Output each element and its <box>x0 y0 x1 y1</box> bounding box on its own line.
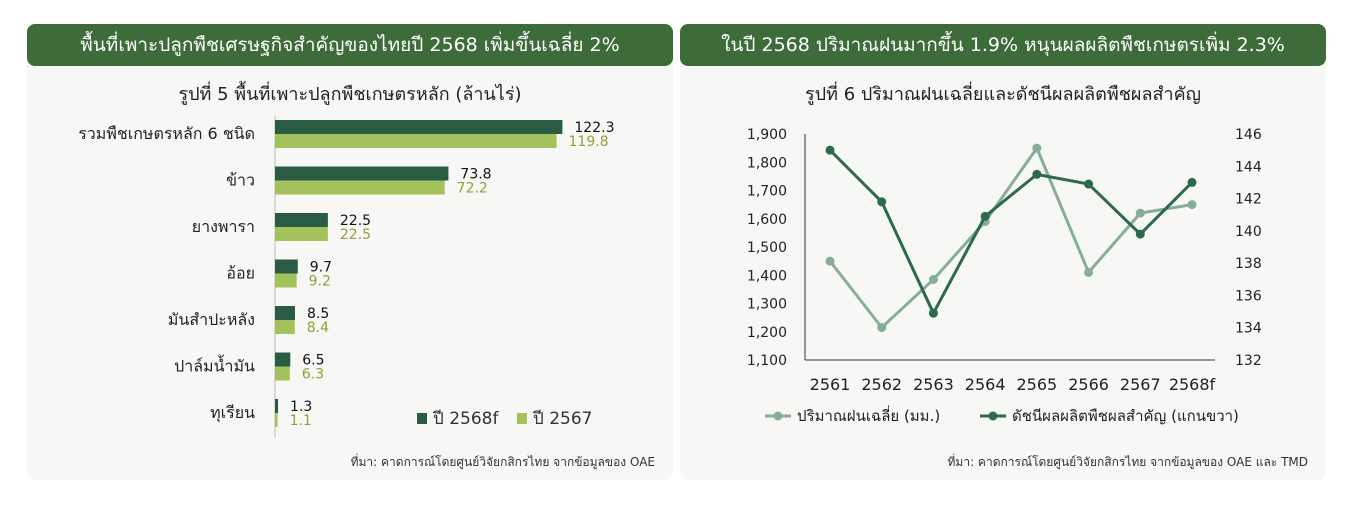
left-banner: พื้นที่เพาะปลูกพืชเศรษฐกิจสำคัญของไทยปี … <box>27 24 673 66</box>
legend-swatch <box>417 413 427 424</box>
bar-2568f <box>275 352 291 367</box>
legend-swatch <box>517 413 527 424</box>
right-source-note: ที่มา: คาดการณ์โดยศูนย์วิจัยกสิกรไทย จาก… <box>947 455 1308 469</box>
legend-label: ปี 2567 <box>532 409 592 429</box>
left-y-tick-label: 1,300 <box>747 297 787 313</box>
bar-value-label-2567: 72.2 <box>457 181 488 197</box>
x-tick-label: 2568f <box>1169 375 1216 394</box>
bar-chart-title: รูปที่ 5 พื้นที่เพาะปลูกพืชเกษตรหลัก (ล้… <box>178 84 522 105</box>
bar-2568f <box>275 399 279 413</box>
category-label: รวมพืชเกษตรหลัก 6 ชนิด <box>78 124 255 143</box>
bar-value-label-2568f: 22.5 <box>340 213 371 229</box>
bar-value-label-2568f: 6.5 <box>302 353 324 369</box>
rainfall-point <box>928 274 938 284</box>
x-tick-label: 2561 <box>810 375 851 394</box>
bar-value-label-2568f: 73.8 <box>460 167 491 183</box>
bar-value-label-2567: 1.1 <box>290 413 312 429</box>
x-tick-label: 2567 <box>1120 375 1161 394</box>
crop-index-point <box>877 197 887 207</box>
legend-marker <box>773 411 783 421</box>
bar-2568f <box>275 306 295 320</box>
bar-2567 <box>275 320 295 334</box>
category-label: ข้าว <box>226 171 255 190</box>
rainfall-point <box>1084 267 1094 277</box>
bar-value-label-2568f: 9.7 <box>310 260 332 276</box>
x-tick-label: 2562 <box>861 375 902 394</box>
crop-index-point <box>825 145 835 155</box>
right-y-tick-label: 132 <box>1235 353 1262 369</box>
category-label: ทุเรียน <box>210 403 255 423</box>
crop-index-point <box>1084 179 1094 189</box>
bar-value-label-2567: 6.3 <box>302 367 324 383</box>
right-y-tick-label: 142 <box>1235 192 1262 208</box>
bar-2568f <box>275 213 328 227</box>
left-y-tick-label: 1,200 <box>747 325 787 341</box>
left-y-tick-label: 1,100 <box>747 353 787 369</box>
bar-2567 <box>275 273 297 288</box>
left-y-tick-label: 1,600 <box>747 212 787 228</box>
bar-2567 <box>275 134 557 148</box>
rainfall-line <box>828 146 1193 330</box>
x-tick-label: 2563 <box>913 375 954 394</box>
rainfall-point <box>877 323 887 333</box>
bar-2568f <box>275 120 563 134</box>
left-y-tick-label: 1,700 <box>747 184 787 200</box>
category-label: อ้อย <box>226 264 255 283</box>
bar-value-label-2567: 9.2 <box>309 274 331 290</box>
bar-value-label-2567: 119.8 <box>569 134 609 150</box>
rainfall-point <box>1187 200 1197 210</box>
category-label: ยางพารา <box>192 217 255 236</box>
legend-label: ดัชนีผลผลิตพืชผลสำคัญ (แกนขวา) <box>1012 407 1239 425</box>
bar-2568f <box>275 259 298 274</box>
right-y-tick-label: 144 <box>1235 159 1262 175</box>
legend-label: ปี 2568f <box>432 409 499 429</box>
bar-value-label-2567: 8.4 <box>307 320 329 336</box>
bar-2567 <box>275 413 278 427</box>
legend-label: ปริมาณฝนเฉลี่ย (มม.) <box>797 405 940 425</box>
left-y-tick-label: 1,400 <box>747 268 787 284</box>
bar-2568f <box>275 166 449 181</box>
left-y-tick-label: 1,900 <box>747 127 787 143</box>
line-chart-title: รูปที่ 6 ปริมาณฝนเฉลี่ยและดัชนีผลผลิตพืช… <box>805 84 1201 105</box>
right-banner: ในปี 2568 ปริมาณฝนมากขึ้น 1.9% หนุนผลผลิ… <box>680 24 1326 66</box>
rainfall-point <box>825 256 835 266</box>
rainfall-point <box>1032 143 1042 153</box>
crop-index-point <box>1187 177 1197 187</box>
right-y-tick-label: 134 <box>1235 321 1262 337</box>
right-y-tick-label: 138 <box>1235 256 1262 272</box>
bar-value-label-2568f: 1.3 <box>290 399 312 415</box>
right-y-tick-label: 146 <box>1235 127 1262 143</box>
x-tick-label: 2564 <box>965 375 1006 394</box>
line-chart: 1,100 1,200 1,300 1,400 1,500 1,600 1,700 1,800… <box>747 127 1262 425</box>
crop-index-point <box>1032 169 1042 179</box>
category-label: ปาล์มน้ำมัน <box>174 355 255 376</box>
x-tick-label: 2565 <box>1016 375 1057 394</box>
x-tick-label: 2566 <box>1068 375 1109 394</box>
left-source-note: ที่มา: คาดการณ์โดยศูนย์วิจัยกสิกรไทย จาก… <box>350 455 655 469</box>
bar-value-label-2568f: 8.5 <box>307 306 329 322</box>
category-label: มันสำปะหลัง <box>168 310 255 329</box>
rainfall-point <box>1135 208 1145 218</box>
bar-2567 <box>275 366 290 381</box>
bar-2567 <box>275 227 328 241</box>
right-y-tick-label: 140 <box>1235 224 1262 240</box>
right-panel: ในปี 2568 ปริมาณฝนมากขึ้น 1.9% หนุนผลผลิ… <box>680 24 1326 480</box>
crop-index-point <box>1135 229 1145 239</box>
bar-2567 <box>275 180 445 195</box>
bar-value-label-2568f: 122.3 <box>574 120 614 136</box>
crop-index-point <box>928 308 938 318</box>
right-y-tick-label: 136 <box>1235 288 1262 304</box>
crop-index-point <box>980 211 990 221</box>
left-panel: พื้นที่เพาะปลูกพืชเศรษฐกิจสำคัญของไทยปี … <box>27 24 673 480</box>
legend-marker <box>988 411 998 421</box>
bar-value-label-2567: 22.5 <box>340 227 371 243</box>
left-y-tick-label: 1,500 <box>747 240 787 256</box>
crop-index-line <box>828 149 1194 315</box>
left-y-tick-label: 1,800 <box>747 155 787 171</box>
